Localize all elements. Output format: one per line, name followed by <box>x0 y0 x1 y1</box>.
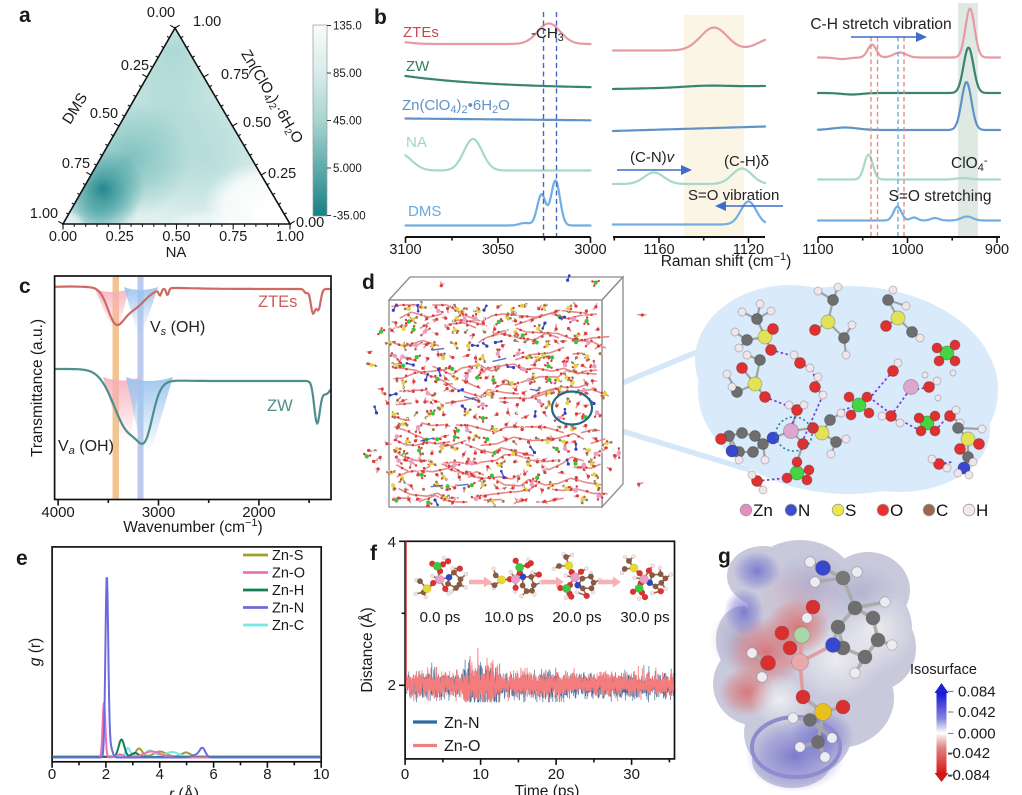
svg-text:Zn-S: Zn-S <box>272 548 303 564</box>
svg-text:ZW: ZW <box>406 58 430 75</box>
svg-text:3000: 3000 <box>574 242 606 258</box>
svg-text:Distance (Å): Distance (Å) <box>359 607 376 692</box>
svg-text:1.00: 1.00 <box>276 229 304 245</box>
svg-text:Va (OH): Va (OH) <box>58 438 114 457</box>
svg-text:5.000: 5.000 <box>333 163 362 175</box>
svg-text:0.00: 0.00 <box>49 229 77 245</box>
svg-text:0.50: 0.50 <box>90 106 118 122</box>
svg-text:0.75: 0.75 <box>221 67 249 83</box>
svg-text:Zn: Zn <box>753 501 773 520</box>
svg-text:-0.084: -0.084 <box>948 767 991 784</box>
svg-text:3100: 3100 <box>389 242 421 258</box>
svg-text:N: N <box>798 501 810 520</box>
svg-text:Time (ps): Time (ps) <box>515 783 580 795</box>
svg-text:20.0 ps: 20.0 ps <box>552 609 601 626</box>
svg-text:c: c <box>19 275 31 298</box>
svg-text:Wavenumber (cm−1): Wavenumber (cm−1) <box>123 517 262 536</box>
svg-text:0.50: 0.50 <box>162 229 190 245</box>
svg-text:g: g <box>718 545 731 568</box>
svg-text:4: 4 <box>388 534 396 551</box>
svg-text:900: 900 <box>985 242 1009 258</box>
svg-text:0: 0 <box>48 766 56 783</box>
svg-text:Zn-N: Zn-N <box>272 601 304 617</box>
svg-text:DMS: DMS <box>59 90 91 127</box>
svg-text:0.0 ps: 0.0 ps <box>420 609 461 626</box>
svg-text:Zn-C: Zn-C <box>272 618 304 634</box>
svg-text:0: 0 <box>401 766 409 783</box>
svg-text:0.75: 0.75 <box>219 229 247 245</box>
svg-text:g (r): g (r) <box>27 638 44 666</box>
svg-text:1.00: 1.00 <box>193 14 221 30</box>
svg-text:DMS: DMS <box>408 203 441 220</box>
svg-text:S=O vibration: S=O vibration <box>688 187 779 204</box>
svg-text:S: S <box>845 501 856 520</box>
svg-text:2: 2 <box>388 677 396 694</box>
svg-text:4: 4 <box>156 766 164 783</box>
svg-text:-35.00: -35.00 <box>333 211 366 223</box>
svg-text:(C-H)δ: (C-H)δ <box>724 153 769 170</box>
svg-text:30.0 ps: 30.0 ps <box>620 609 669 626</box>
svg-text:20: 20 <box>548 766 565 783</box>
svg-text:1120: 1120 <box>733 242 764 258</box>
svg-text:H: H <box>976 501 988 520</box>
svg-text:O: O <box>890 501 903 520</box>
svg-text:0.25: 0.25 <box>121 58 149 74</box>
svg-text:NA: NA <box>166 244 187 261</box>
svg-text:C-H stretch vibration: C-H stretch vibration <box>810 16 951 33</box>
svg-text:8: 8 <box>263 766 271 783</box>
svg-text:0.084: 0.084 <box>958 684 996 701</box>
svg-text:0.25: 0.25 <box>106 229 134 245</box>
svg-text:a: a <box>19 4 31 27</box>
svg-text:Zn-H: Zn-H <box>272 583 304 599</box>
svg-text:2: 2 <box>102 766 110 783</box>
svg-text:10: 10 <box>472 766 489 783</box>
svg-text:6: 6 <box>209 766 217 783</box>
svg-text:85.00: 85.00 <box>333 68 362 80</box>
svg-text:Zn(ClO4)2•6H2O: Zn(ClO4)2•6H2O <box>402 97 510 116</box>
svg-text:Zn-O: Zn-O <box>272 566 305 582</box>
svg-text:1100: 1100 <box>802 242 833 258</box>
svg-text:0.50: 0.50 <box>243 115 271 131</box>
svg-text:135.0: 135.0 <box>333 21 362 33</box>
svg-text:ZW: ZW <box>267 397 293 415</box>
svg-text:Zn-N: Zn-N <box>444 715 480 732</box>
svg-text:30: 30 <box>623 766 640 783</box>
svg-text:Transmittance (a.u.): Transmittance (a.u.) <box>29 319 46 457</box>
svg-text:-CH3: -CH3 <box>531 25 564 44</box>
svg-text:10: 10 <box>313 766 330 783</box>
svg-text:0.25: 0.25 <box>268 166 296 182</box>
svg-text:3050: 3050 <box>482 242 514 258</box>
svg-text:e: e <box>16 547 28 570</box>
svg-text:0.75: 0.75 <box>62 156 90 172</box>
svg-text:d: d <box>362 271 375 294</box>
svg-text:0.000: 0.000 <box>958 726 996 743</box>
svg-text:ZTEs: ZTEs <box>403 24 439 41</box>
svg-text:Zn(ClO4)2·6H2O: Zn(ClO4)2·6H2O <box>236 47 307 148</box>
svg-text:3000: 3000 <box>142 504 175 521</box>
svg-text:Zn-O: Zn-O <box>444 738 480 755</box>
svg-text:C: C <box>936 501 948 520</box>
svg-text:1160: 1160 <box>643 242 674 258</box>
svg-text:45.00: 45.00 <box>333 116 362 128</box>
svg-text:Vs (OH): Vs (OH) <box>150 319 205 338</box>
svg-text:0.00: 0.00 <box>147 5 175 21</box>
svg-text:S=O stretching: S=O stretching <box>889 188 992 205</box>
svg-text:(C-N)v: (C-N)v <box>630 149 676 166</box>
svg-text:f: f <box>370 542 378 565</box>
svg-text:4000: 4000 <box>41 504 74 521</box>
svg-text:0.00: 0.00 <box>296 215 324 231</box>
svg-text:ClO4-: ClO4- <box>951 155 988 174</box>
svg-text:NA: NA <box>406 134 427 151</box>
svg-text:2000: 2000 <box>242 504 275 521</box>
svg-text:1000: 1000 <box>891 242 923 258</box>
svg-text:-0.042: -0.042 <box>948 745 991 762</box>
svg-text:0.042: 0.042 <box>958 704 996 721</box>
svg-text:Isosurface: Isosurface <box>910 662 977 678</box>
svg-text:r (Å): r (Å) <box>169 786 199 795</box>
svg-text:10.0 ps: 10.0 ps <box>484 609 533 626</box>
svg-text:b: b <box>374 6 387 29</box>
svg-text:ZTEs: ZTEs <box>258 293 297 311</box>
svg-text:1.00: 1.00 <box>30 206 58 222</box>
svg-text:Raman shift (cm−1): Raman shift (cm−1) <box>661 251 792 270</box>
